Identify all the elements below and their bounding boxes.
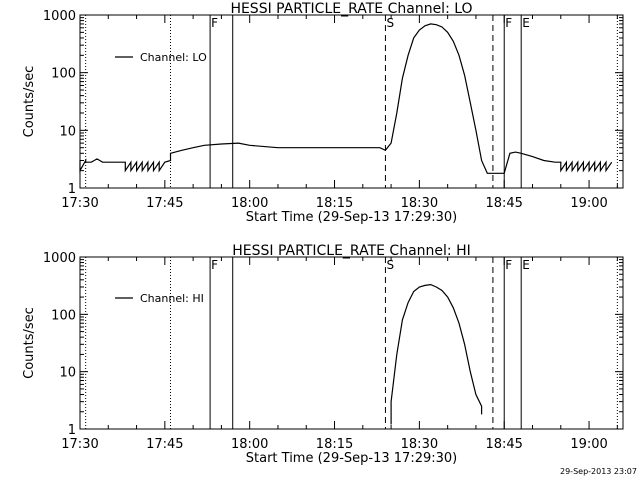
- x-tick-label: 19:00: [570, 437, 607, 452]
- footer-timestamp: 29-Sep-2013 23:07: [560, 467, 637, 476]
- y-tick-label: 1: [68, 182, 76, 197]
- y-tick-label: 1: [68, 423, 76, 438]
- marker-label: S: [386, 16, 394, 30]
- panel-channel-lo: HESSI PARTICLE_RATE Channel: LO 1 10 100 100…: [22, 1, 624, 225]
- series-line: [390, 283, 483, 425]
- y-tick-label: 100: [51, 67, 76, 82]
- y-tick-label: 10: [59, 366, 76, 381]
- marker-label: F: [211, 16, 218, 30]
- x-tick-label: 18:30: [401, 196, 438, 211]
- x-tick-label: 18:30: [401, 437, 438, 452]
- marker-label: S: [386, 258, 394, 272]
- chart-title: HESSI PARTICLE_RATE Channel: LO: [230, 1, 472, 17]
- marker-label: F: [211, 258, 218, 272]
- x-axis-label: Start Time (29-Sep-13 17:29:30): [246, 210, 457, 225]
- chart-title: HESSI PARTICLE_RATE Channel: HI: [232, 243, 470, 259]
- y-axis-label: Counts/sec: [22, 307, 37, 379]
- marker-label: E: [522, 258, 530, 272]
- y-axis-label: Counts/sec: [22, 66, 37, 138]
- y-tick-label: 100: [51, 308, 76, 323]
- x-tick-label: 17:45: [146, 196, 183, 211]
- y-tick-label: 10: [59, 124, 76, 139]
- legend-label: Channel: HI: [140, 292, 204, 305]
- x-tick-label: 18:45: [485, 196, 522, 211]
- x-tick-label: 18:15: [316, 437, 353, 452]
- legend-label: Channel: LO: [140, 51, 207, 64]
- marker-label: F: [505, 258, 512, 272]
- x-axis-label: Start Time (29-Sep-13 17:29:30): [246, 451, 457, 466]
- x-tick-label: 18:15: [316, 196, 353, 211]
- x-tick-label: 17:30: [61, 196, 98, 211]
- panel-channel-hi: HESSI PARTICLE_RATE Channel: HI 1 10 100 100…: [22, 243, 624, 466]
- plot-frame: [79, 14, 624, 189]
- series-line: [79, 23, 613, 174]
- plot-frame: [79, 256, 624, 430]
- marker-label: F: [505, 16, 512, 30]
- x-tick-label: 18:00: [231, 196, 268, 211]
- x-tick-label: 18:00: [231, 437, 268, 452]
- y-tick-label: 1000: [43, 251, 76, 266]
- x-tick-label: 17:45: [146, 437, 183, 452]
- x-tick-label: 18:45: [485, 437, 522, 452]
- x-tick-label: 17:30: [61, 437, 98, 452]
- marker-label: E: [522, 16, 530, 30]
- y-tick-label: 1000: [43, 9, 76, 24]
- x-tick-label: 19:00: [570, 196, 607, 211]
